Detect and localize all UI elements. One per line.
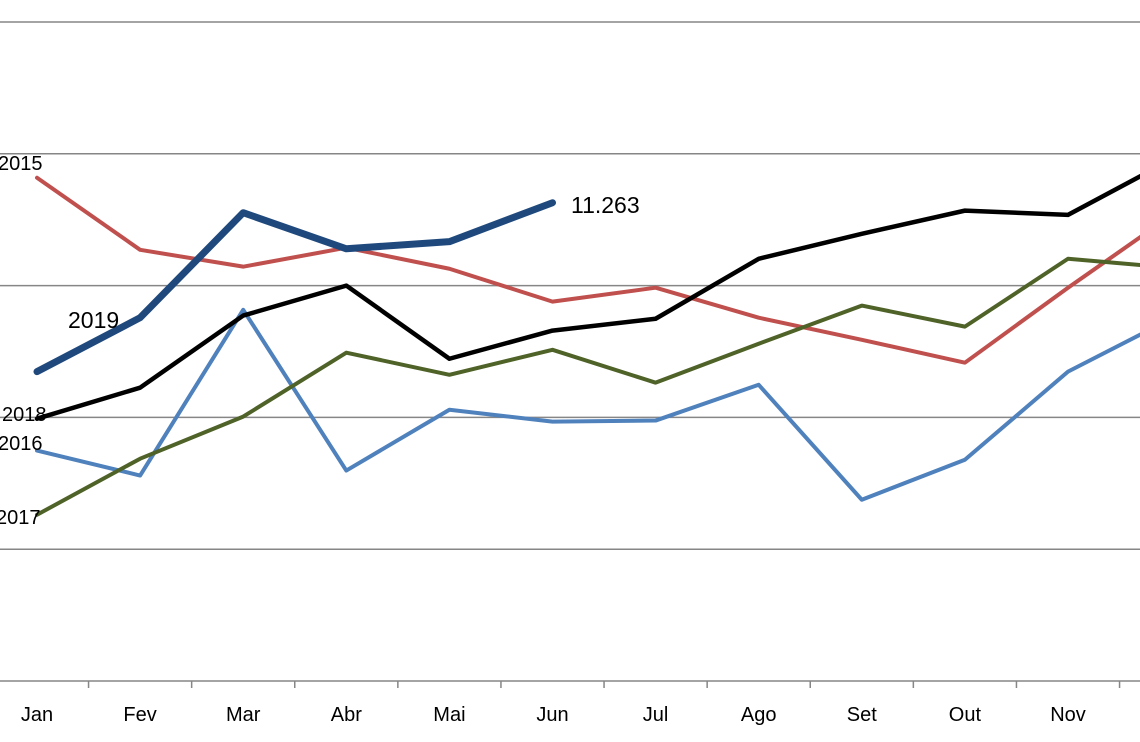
series-label-2016: 2016 — [0, 433, 43, 455]
data-label-2019-jun: 11.263 — [571, 192, 640, 218]
x-tick-label: Mai — [433, 704, 465, 726]
x-tick-label: Out — [949, 704, 982, 726]
series-line-2019 — [33, 199, 556, 376]
series-line-2017 — [35, 256, 1140, 517]
x-tick-label: Jan — [21, 704, 53, 726]
series-label-2018: 2018 — [2, 404, 47, 426]
x-tick-label: Set — [847, 704, 877, 726]
series-line-2015 — [35, 175, 1140, 365]
x-axis: JanFevMarAbrMaiJunJulAgoSetOutNovDez — [0, 680, 1140, 726]
series-label-2017: 2017 — [0, 507, 41, 529]
x-tick-label: Jun — [536, 704, 568, 726]
x-tick-label: Abr — [331, 704, 362, 726]
x-tick-label: Ago — [741, 704, 777, 726]
x-tick-label: Nov — [1050, 704, 1086, 726]
series-label-2019: 2019 — [68, 307, 119, 333]
series-line-2018 — [34, 173, 1140, 421]
x-tick-label: Jul — [643, 704, 669, 726]
x-tick-label: Fev — [123, 704, 156, 726]
series-lines — [33, 173, 1140, 517]
series-line-2016 — [35, 307, 1140, 502]
series-labels: 2015 2019 2018 2016 2017 11.263 — [0, 153, 640, 529]
gridlines — [0, 21, 1140, 550]
series-label-2015: 2015 — [0, 153, 43, 175]
x-tick-label: Mar — [226, 704, 261, 726]
